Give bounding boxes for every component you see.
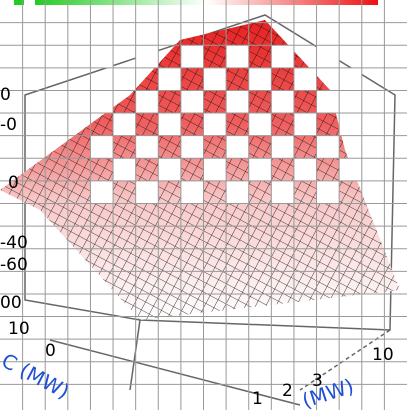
missing-piece bbox=[135, 90, 159, 114]
missing-piece bbox=[316, 90, 340, 114]
missing-piece bbox=[135, 135, 159, 159]
missing-piece bbox=[316, 135, 340, 159]
missing-piece bbox=[90, 90, 114, 114]
tick-label: 0 bbox=[0, 85, 11, 105]
missing-piece bbox=[248, 67, 272, 91]
surface bbox=[0, 20, 400, 320]
missing-piece bbox=[248, 113, 272, 136]
missing-piece bbox=[316, 180, 340, 204]
missing-piece bbox=[339, 113, 362, 136]
tick-label: -0 bbox=[0, 115, 17, 135]
tick-label: 2 bbox=[282, 381, 293, 401]
missing-piece bbox=[293, 158, 317, 181]
missing-piece bbox=[135, 45, 159, 68]
missing-piece bbox=[271, 135, 294, 159]
tick-label: 0 bbox=[8, 173, 19, 193]
missing-piece bbox=[180, 180, 204, 204]
missing-piece bbox=[293, 113, 317, 136]
missing-piece bbox=[271, 90, 294, 114]
missing-piece bbox=[271, 45, 294, 68]
missing-piece bbox=[316, 45, 340, 68]
missing-piece bbox=[135, 180, 159, 204]
missing-piece bbox=[339, 158, 362, 181]
axis-name: (MW) bbox=[299, 374, 356, 410]
missing-piece bbox=[158, 113, 181, 136]
tick-label: -40 bbox=[0, 233, 28, 253]
tick-label: 0 bbox=[45, 341, 56, 361]
missing-piece bbox=[226, 135, 249, 159]
axis-name: C (MW) bbox=[0, 348, 73, 403]
missing-piece bbox=[226, 180, 249, 204]
tick-label: 10 bbox=[372, 345, 394, 365]
tick-label: 10 bbox=[8, 319, 30, 339]
tick-label: 1 bbox=[252, 389, 263, 409]
missing-piece bbox=[90, 45, 114, 68]
missing-piece bbox=[248, 158, 272, 181]
tick-label: -60 bbox=[0, 255, 28, 275]
missing-piece bbox=[339, 67, 362, 91]
missing-piece bbox=[271, 180, 294, 204]
colorbar-end bbox=[14, 0, 24, 5]
missing-piece bbox=[180, 135, 204, 159]
missing-piece bbox=[180, 90, 204, 114]
missing-piece bbox=[90, 180, 114, 204]
plot-box bbox=[24, 14, 396, 406]
missing-pieces bbox=[90, 45, 362, 204]
colorbar bbox=[35, 0, 378, 5]
missing-piece bbox=[113, 113, 136, 136]
missing-piece bbox=[226, 45, 249, 68]
missing-piece bbox=[226, 90, 249, 114]
missing-piece bbox=[113, 158, 136, 181]
missing-piece bbox=[203, 67, 227, 91]
missing-piece bbox=[158, 67, 181, 91]
missing-piece bbox=[180, 45, 204, 68]
tick-label: 00 bbox=[0, 293, 22, 313]
missing-piece bbox=[203, 113, 227, 136]
missing-piece bbox=[158, 158, 181, 181]
tick-label: 3 bbox=[312, 371, 323, 391]
missing-piece bbox=[203, 158, 227, 181]
missing-piece bbox=[113, 67, 136, 91]
missing-piece bbox=[90, 135, 114, 159]
missing-piece bbox=[293, 67, 317, 91]
